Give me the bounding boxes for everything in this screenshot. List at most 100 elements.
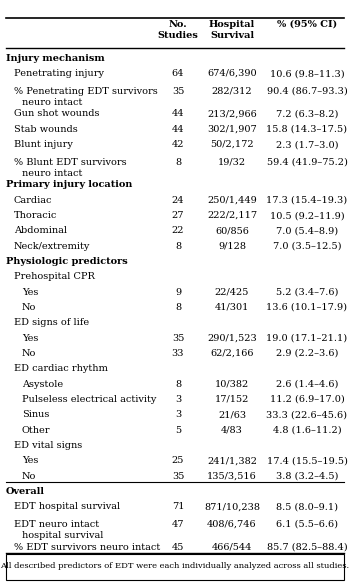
Text: 21/63: 21/63 bbox=[218, 410, 246, 419]
Text: 35: 35 bbox=[172, 333, 184, 343]
Text: 10.5 (9.2–11.9): 10.5 (9.2–11.9) bbox=[270, 211, 344, 220]
Text: 9/128: 9/128 bbox=[218, 242, 246, 251]
Text: Overall: Overall bbox=[6, 487, 45, 496]
Text: 47: 47 bbox=[172, 520, 184, 529]
Text: 7.2 (6.3–8.2): 7.2 (6.3–8.2) bbox=[276, 109, 338, 119]
Text: 6.1 (5.5–6.6): 6.1 (5.5–6.6) bbox=[276, 520, 338, 529]
Text: 44: 44 bbox=[172, 125, 184, 134]
Text: Penetrating injury: Penetrating injury bbox=[14, 69, 104, 78]
Text: Abdominal: Abdominal bbox=[14, 226, 67, 235]
Text: Sinus: Sinus bbox=[22, 410, 49, 419]
Text: 10.6 (9.8–11.3): 10.6 (9.8–11.3) bbox=[270, 69, 344, 78]
Text: No: No bbox=[22, 303, 36, 312]
Text: Prehospital CPR: Prehospital CPR bbox=[14, 272, 95, 281]
Text: 44: 44 bbox=[172, 109, 184, 119]
Text: 17.3 (15.4–19.3): 17.3 (15.4–19.3) bbox=[266, 196, 348, 205]
Text: 4/83: 4/83 bbox=[221, 425, 243, 435]
Text: Other: Other bbox=[22, 425, 50, 435]
Text: 22: 22 bbox=[172, 226, 184, 235]
Text: 250/1,449: 250/1,449 bbox=[207, 196, 257, 205]
Text: 50/2,172: 50/2,172 bbox=[210, 140, 254, 149]
Text: All described predictors of EDT were each individually analyzed across all studi: All described predictors of EDT were eac… bbox=[0, 562, 350, 570]
Text: 5: 5 bbox=[175, 425, 181, 435]
Text: hospital survival: hospital survival bbox=[22, 531, 103, 540]
Text: % Penetrating EDT survivors: % Penetrating EDT survivors bbox=[14, 87, 158, 96]
Text: 8: 8 bbox=[175, 158, 181, 167]
Text: 41/301: 41/301 bbox=[215, 303, 249, 312]
Text: 62/2,166: 62/2,166 bbox=[210, 349, 254, 358]
Text: neuro intact: neuro intact bbox=[22, 169, 82, 178]
Text: Pulseless electrical activity: Pulseless electrical activity bbox=[22, 395, 156, 404]
Text: EDT hospital survival: EDT hospital survival bbox=[14, 502, 120, 511]
Text: 27: 27 bbox=[172, 211, 184, 220]
Text: 13.6 (10.1–17.9): 13.6 (10.1–17.9) bbox=[266, 303, 348, 312]
Text: Injury mechanism: Injury mechanism bbox=[6, 54, 105, 63]
Text: % (95% CI): % (95% CI) bbox=[277, 20, 337, 29]
Text: Gun shot wounds: Gun shot wounds bbox=[14, 109, 99, 119]
Text: Neck/extremity: Neck/extremity bbox=[14, 242, 90, 251]
Text: 5.2 (3.4–7.6): 5.2 (3.4–7.6) bbox=[276, 288, 338, 297]
Text: No.
Studies: No. Studies bbox=[158, 20, 198, 40]
Text: EDT neuro intact: EDT neuro intact bbox=[14, 520, 99, 529]
Text: 2.3 (1.7–3.0): 2.3 (1.7–3.0) bbox=[276, 140, 338, 149]
Text: 59.4 (41.9–75.2): 59.4 (41.9–75.2) bbox=[267, 158, 348, 167]
Text: 90.4 (86.7–93.3): 90.4 (86.7–93.3) bbox=[267, 87, 347, 96]
Text: 22/425: 22/425 bbox=[215, 288, 249, 297]
Text: 60/856: 60/856 bbox=[215, 226, 249, 235]
Text: 71: 71 bbox=[172, 502, 184, 511]
Text: 241/1,382: 241/1,382 bbox=[207, 456, 257, 465]
Text: % EDT survivors neuro intact: % EDT survivors neuro intact bbox=[14, 542, 160, 552]
Text: 302/1,907: 302/1,907 bbox=[207, 125, 257, 134]
Text: 466/544: 466/544 bbox=[212, 542, 252, 552]
Text: 45: 45 bbox=[172, 542, 184, 552]
Text: 35: 35 bbox=[172, 471, 184, 481]
Text: ED signs of life: ED signs of life bbox=[14, 318, 89, 327]
Text: 222/2,117: 222/2,117 bbox=[207, 211, 257, 220]
Text: No: No bbox=[22, 471, 36, 481]
Text: Yes: Yes bbox=[22, 333, 38, 343]
Text: 282/312: 282/312 bbox=[212, 87, 252, 96]
Text: Yes: Yes bbox=[22, 456, 38, 465]
Text: Cardiac: Cardiac bbox=[14, 196, 52, 205]
Text: ED cardiac rhythm: ED cardiac rhythm bbox=[14, 364, 108, 373]
Text: 8: 8 bbox=[175, 379, 181, 389]
Text: Yes: Yes bbox=[22, 288, 38, 297]
Text: 33: 33 bbox=[172, 349, 184, 358]
Text: 9: 9 bbox=[175, 288, 181, 297]
Text: 42: 42 bbox=[172, 140, 184, 149]
Text: 2.6 (1.4–4.6): 2.6 (1.4–4.6) bbox=[276, 379, 338, 389]
Text: Physiologic predictors: Physiologic predictors bbox=[6, 257, 128, 266]
Text: Hospital
Survival: Hospital Survival bbox=[209, 20, 255, 40]
Text: ED vital signs: ED vital signs bbox=[14, 441, 82, 450]
Text: 7.0 (5.4–8.9): 7.0 (5.4–8.9) bbox=[276, 226, 338, 235]
Text: 19/32: 19/32 bbox=[218, 158, 246, 167]
Text: 408/6,746: 408/6,746 bbox=[207, 520, 257, 529]
Text: 17.4 (15.5–19.5): 17.4 (15.5–19.5) bbox=[267, 456, 348, 465]
Text: Thoracic: Thoracic bbox=[14, 211, 57, 220]
Text: 3: 3 bbox=[175, 395, 181, 404]
Text: 24: 24 bbox=[172, 196, 184, 205]
Text: 85.7 (82.5–88.4): 85.7 (82.5–88.4) bbox=[267, 542, 347, 552]
Text: 64: 64 bbox=[172, 69, 184, 78]
Text: 135/3,516: 135/3,516 bbox=[207, 471, 257, 481]
Text: 19.0 (17.1–21.1): 19.0 (17.1–21.1) bbox=[266, 333, 348, 343]
Bar bbox=[6, 554, 344, 580]
Text: 35: 35 bbox=[172, 87, 184, 96]
Text: 7.0 (3.5–12.5): 7.0 (3.5–12.5) bbox=[273, 242, 341, 251]
Text: 8: 8 bbox=[175, 242, 181, 251]
Text: 290/1,523: 290/1,523 bbox=[207, 333, 257, 343]
Text: 674/6,390: 674/6,390 bbox=[207, 69, 257, 78]
Text: 10/382: 10/382 bbox=[215, 379, 249, 389]
Text: Stab wounds: Stab wounds bbox=[14, 125, 78, 134]
Text: 8.5 (8.0–9.1): 8.5 (8.0–9.1) bbox=[276, 502, 338, 511]
Text: 33.3 (22.6–45.6): 33.3 (22.6–45.6) bbox=[266, 410, 348, 419]
Text: 25: 25 bbox=[172, 456, 184, 465]
Text: neuro intact: neuro intact bbox=[22, 98, 82, 107]
Text: Primary injury location: Primary injury location bbox=[6, 180, 132, 189]
Text: 11.2 (6.9–17.0): 11.2 (6.9–17.0) bbox=[270, 395, 344, 404]
Text: 3.8 (3.2–4.5): 3.8 (3.2–4.5) bbox=[276, 471, 338, 481]
Text: No: No bbox=[22, 349, 36, 358]
Text: % Blunt EDT survivors: % Blunt EDT survivors bbox=[14, 158, 127, 167]
Text: 8: 8 bbox=[175, 303, 181, 312]
Text: 15.8 (14.3–17.5): 15.8 (14.3–17.5) bbox=[266, 125, 348, 134]
